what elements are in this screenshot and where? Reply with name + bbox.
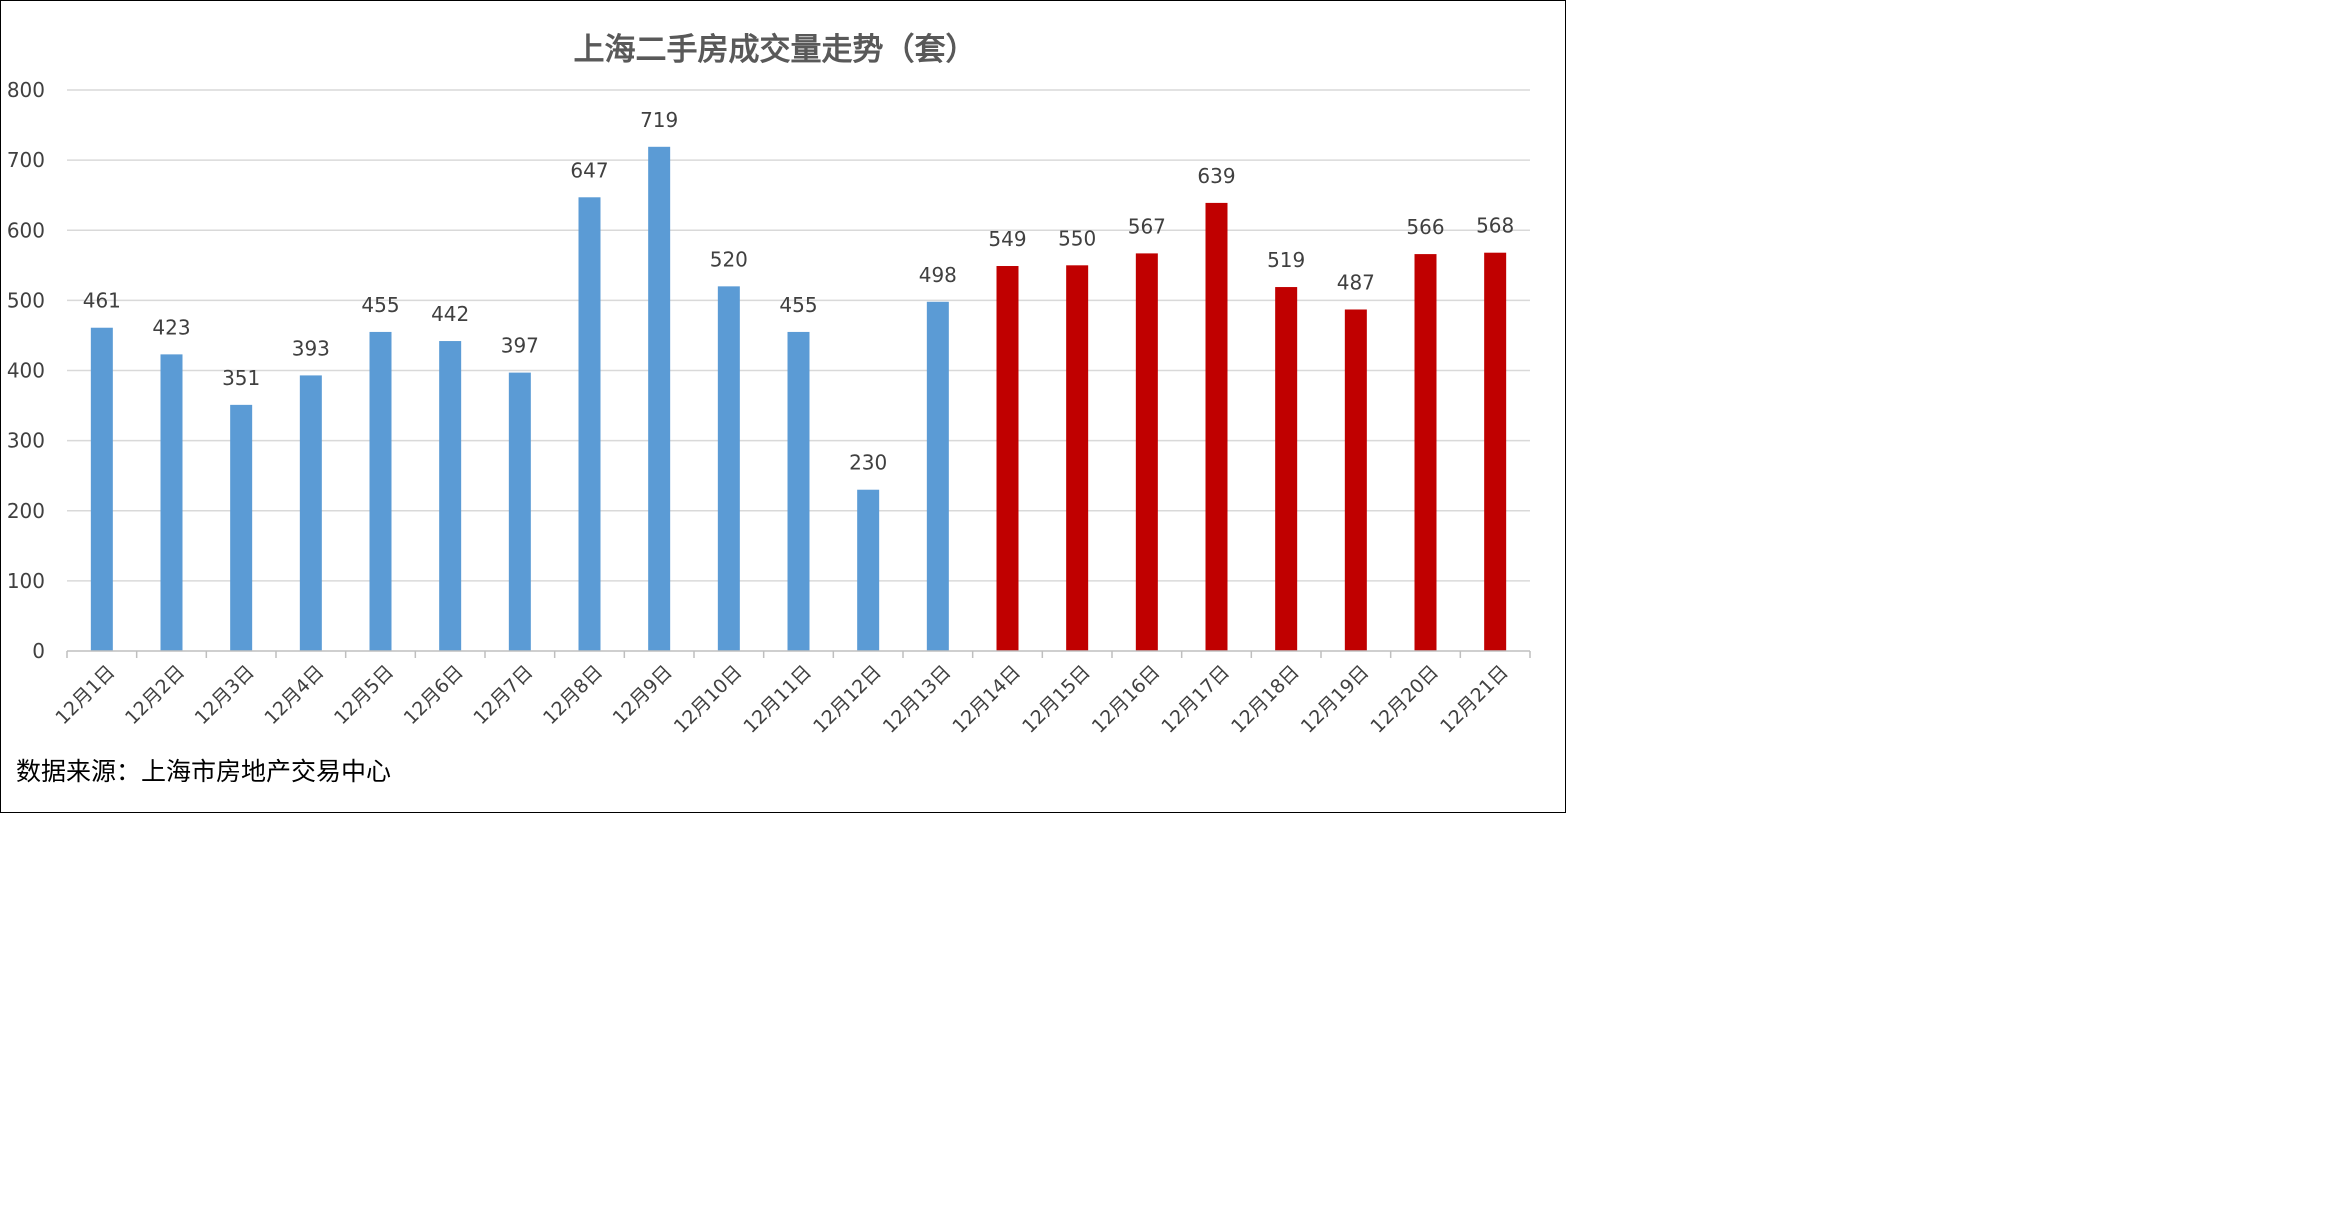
bar [299, 375, 322, 651]
x-tick-label: 12月10日 [670, 661, 747, 738]
data-label: 568 [1476, 214, 1514, 238]
bar [1414, 254, 1437, 651]
data-label: 567 [1128, 214, 1166, 238]
bar [230, 404, 253, 651]
data-label: 351 [222, 366, 260, 390]
bar [1344, 309, 1367, 651]
data-label: 230 [849, 451, 887, 475]
bar [857, 489, 880, 651]
data-label: 566 [1406, 215, 1444, 239]
x-tick-label: 12月21日 [1436, 661, 1513, 738]
data-label: 549 [988, 227, 1026, 251]
data-label: 639 [1197, 164, 1235, 188]
data-label: 423 [152, 315, 190, 339]
bar [1135, 253, 1158, 652]
x-tick-label: 12月16日 [1088, 661, 1165, 738]
bar [369, 331, 392, 651]
data-label: 461 [83, 289, 121, 313]
x-tick-label: 12月17日 [1157, 661, 1234, 738]
data-label: 719 [640, 108, 678, 132]
data-label: 487 [1337, 270, 1375, 294]
x-tick-label: 12月13日 [879, 661, 956, 738]
x-tick-label: 12月7日 [469, 661, 537, 729]
x-tick-label: 12月18日 [1227, 661, 1304, 738]
x-axis: 12月1日 12月2日 12月3日 12月4日 12月5日 12月6日 12月7日 12月8日… [51, 650, 1531, 738]
x-tick-label: 12月3日 [191, 661, 259, 729]
x-tick-label: 12月9日 [609, 661, 677, 729]
data-label: 519 [1267, 248, 1305, 272]
bar [160, 354, 183, 651]
x-tick-label: 12月2日 [121, 661, 189, 729]
x-tick-label: 12月6日 [400, 661, 468, 729]
bar [1066, 265, 1089, 651]
x-tick-label: 12月15日 [1018, 661, 1095, 738]
x-tick-label: 12月8日 [539, 661, 607, 729]
bar [1205, 202, 1228, 651]
y-tick-label: 800 [7, 78, 45, 102]
y-tick-label: 400 [7, 359, 45, 383]
x-tick-label: 12月11日 [739, 661, 816, 738]
y-tick-label: 200 [7, 499, 45, 523]
data-label: 498 [919, 263, 957, 287]
bar [578, 197, 601, 651]
bar [926, 301, 949, 651]
y-tick-label: 700 [7, 148, 45, 172]
x-tick-label: 12月4日 [260, 661, 328, 729]
bar [439, 341, 462, 651]
x-tick-label: 12月20日 [1366, 661, 1443, 738]
data-label: 550 [1058, 226, 1096, 250]
bar [648, 146, 671, 651]
data-labels: 461 423 351 393 455 442 397 647 719 520 455 230 498 5… [83, 108, 1515, 475]
bar [717, 286, 740, 651]
y-axis-ticks: 0 100 200 300 400 500 600 700 800 [7, 78, 45, 663]
x-tick-label: 12月12日 [809, 661, 886, 738]
bar [1484, 252, 1507, 651]
data-label: 442 [431, 302, 469, 326]
data-label: 455 [361, 293, 399, 317]
data-label: 647 [570, 158, 608, 182]
bar-chart: 上海二手房成交量走势（套） 0100200300400500600700800 … [7, 32, 1531, 738]
y-tick-label: 100 [7, 569, 45, 593]
data-label: 520 [710, 247, 748, 271]
y-tick-label: 0 [32, 639, 45, 663]
data-label: 393 [292, 336, 330, 360]
bar [787, 331, 810, 651]
bar [90, 327, 113, 651]
y-tick-label: 600 [7, 218, 45, 242]
bar [1275, 287, 1298, 651]
data-label: 455 [779, 293, 817, 317]
bars [90, 146, 1507, 652]
chart-title: 上海二手房成交量走势（套） [574, 32, 977, 68]
bar [508, 372, 531, 651]
y-tick-label: 500 [7, 288, 45, 312]
chart-frame [0, 0, 1566, 813]
bar [996, 266, 1019, 651]
source-note: 数据来源：上海市房地产交易中心 [16, 757, 392, 786]
x-tick-label: 12月14日 [948, 661, 1025, 738]
data-label: 397 [501, 334, 539, 358]
y-tick-label: 300 [7, 429, 45, 453]
x-tick-label: 12月19日 [1297, 661, 1374, 738]
x-tick-label: 12月1日 [51, 661, 119, 729]
x-tick-label: 12月5日 [330, 661, 398, 729]
